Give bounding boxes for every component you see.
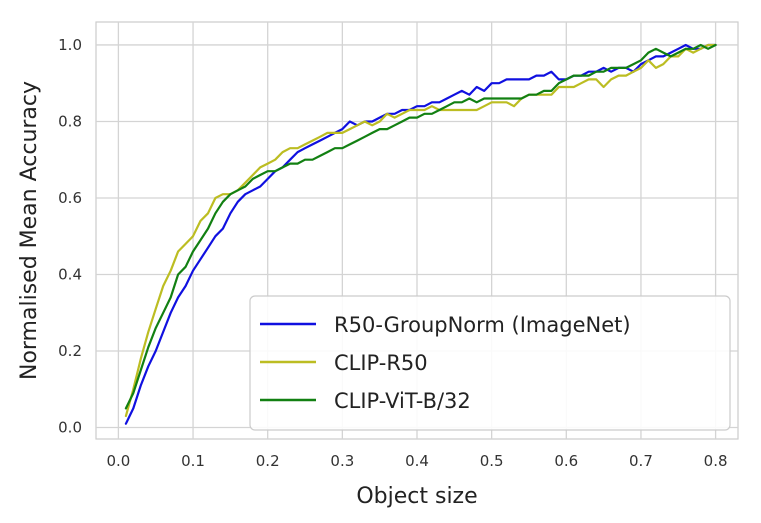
x-tick-label: 0.8 [704, 452, 728, 470]
y-tick-label: 0.0 [58, 419, 82, 437]
x-tick-label: 0.3 [330, 452, 354, 470]
legend-label-3: CLIP-ViT-B/32 [334, 389, 471, 413]
y-axis-ticks: 0.0 0.2 0.4 0.6 0.8 1.0 [58, 36, 82, 437]
series-line-3 [124, 43, 717, 410]
y-tick-label: 0.4 [58, 265, 82, 283]
y-tick-label: 0.6 [58, 189, 82, 207]
x-tick-label: 0.6 [554, 452, 578, 470]
legend-label-1: R50-GroupNorm (ImageNet) [334, 313, 631, 337]
x-axis-title: Object size [356, 484, 477, 509]
series-line-2 [124, 43, 717, 418]
x-tick-label: 0.0 [106, 452, 130, 470]
x-tick-label: 0.2 [256, 452, 280, 470]
y-tick-label: 0.8 [58, 112, 82, 130]
legend: R50-GroupNorm (ImageNet) CLIP-R50 CLIP-ViT… [249, 295, 731, 431]
legend-label-2: CLIP-R50 [334, 351, 428, 375]
legend-box [249, 295, 731, 431]
y-tick-label: 1.0 [58, 36, 82, 54]
x-tick-label: 0.5 [480, 452, 504, 470]
y-axis-title: Normalised Mean Accuracy [17, 81, 42, 380]
y-tick-label: 0.2 [58, 342, 82, 360]
x-axis-ticks: 0.0 0.1 0.2 0.3 0.4 0.5 0.6 0.7 0.8 [106, 452, 727, 470]
x-tick-label: 0.4 [405, 452, 429, 470]
series-layer [124, 43, 717, 425]
x-tick-label: 0.7 [629, 452, 653, 470]
x-tick-label: 0.1 [181, 452, 205, 470]
